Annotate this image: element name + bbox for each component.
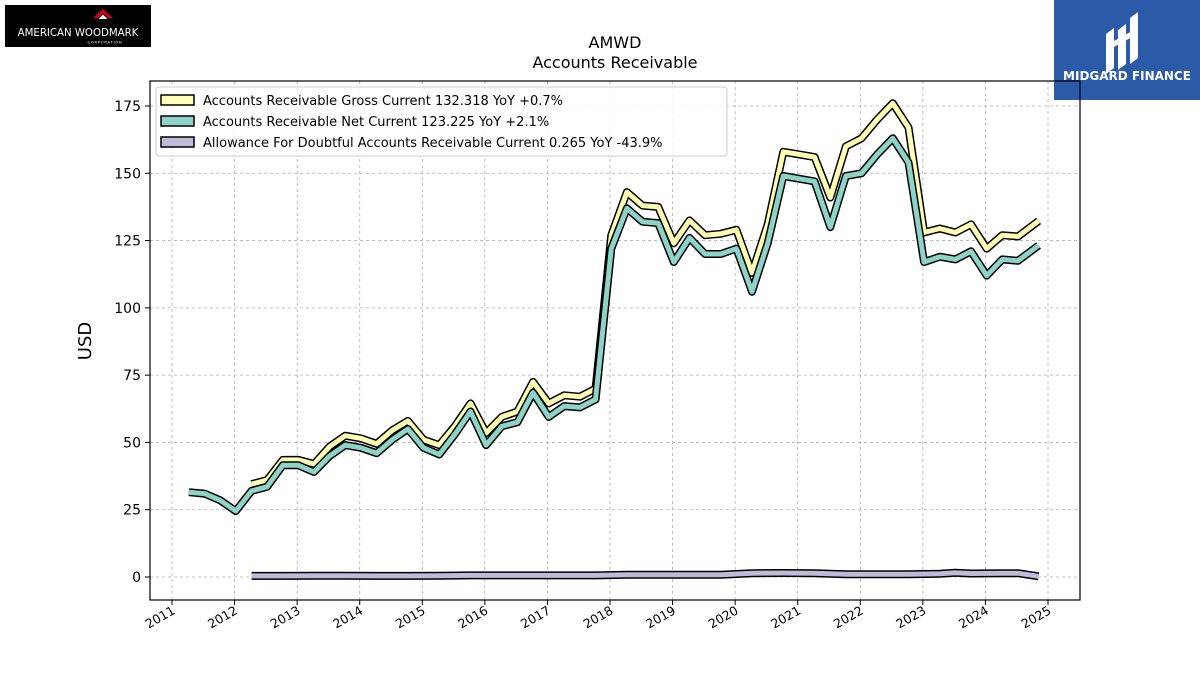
legend-swatch-2 — [160, 115, 195, 127]
legend-swatch-1 — [160, 94, 195, 106]
x-tick-label: 2018 — [580, 603, 615, 632]
y-tick-label: 175 — [114, 99, 141, 115]
y-tick-label: 0 — [132, 570, 141, 586]
x-tick-label: 2019 — [643, 603, 678, 632]
x-tick-label: 2021 — [768, 603, 803, 632]
logo-roof-mark — [93, 9, 113, 18]
midgard-finance-logo-graphic: MIDGARD FINANCE — [1063, 12, 1191, 83]
x-tick-label: 2013 — [268, 603, 303, 632]
y-tick-label: 50 — [123, 435, 141, 451]
series-1-line — [250, 99, 1042, 488]
x-tick-label: 2015 — [393, 603, 428, 632]
midgard-logo-text: MIDGARD FINANCE — [1063, 69, 1191, 83]
y-tick-label: 100 — [114, 301, 141, 317]
x-tick-label: 2012 — [205, 603, 240, 632]
chart-title: AMWD — [589, 33, 642, 52]
x-tick-label: 2016 — [455, 603, 490, 632]
x-tick-label: 2023 — [893, 603, 928, 632]
series-1-fill — [250, 100, 1041, 487]
y-tick-label: 125 — [114, 234, 141, 250]
x-tick-label: 2025 — [1018, 603, 1053, 632]
x-tick-label: 2011 — [142, 603, 177, 632]
y-tick-label: 150 — [114, 166, 141, 182]
chart-subtitle: Accounts Receivable — [532, 53, 697, 72]
y-tick-label: 25 — [123, 503, 141, 519]
legend-label-1: Accounts Receivable Gross Current 132.31… — [203, 94, 563, 109]
midgard-emblem-icon — [1106, 12, 1138, 74]
x-tick-label: 2014 — [330, 603, 365, 632]
logo-company-name: AMERICAN WOODMARK — [18, 28, 139, 39]
chart-grid — [150, 81, 1080, 600]
series-3-line — [251, 568, 1040, 581]
logo-company-subtext: CORPORATION — [88, 41, 123, 45]
series-2-line — [188, 134, 1041, 516]
american-woodmark-logo: AMERICAN WOODMARK CORPORATION — [5, 5, 151, 47]
chart-legend: Accounts Receivable Gross Current 132.31… — [155, 86, 728, 157]
american-woodmark-logo-graphic: AMERICAN WOODMARK CORPORATION — [18, 9, 139, 45]
y-axis-label: USD — [75, 322, 96, 360]
logo-roof-inner — [98, 14, 108, 19]
series-1-outline — [250, 99, 1042, 488]
legend-box — [155, 86, 728, 157]
chart-series-layer — [188, 99, 1042, 581]
series-2-fill — [188, 135, 1041, 514]
series-3-fill — [251, 570, 1039, 579]
x-tick-label: 2024 — [956, 603, 991, 632]
x-tick-label: 2020 — [706, 603, 741, 632]
legend-swatch-3 — [160, 136, 195, 148]
x-tick-label: 2017 — [518, 603, 553, 632]
midgard-finance-logo: MIDGARD FINANCE — [1054, 0, 1200, 100]
plot-frame — [149, 80, 1081, 601]
y-tick-label: 75 — [123, 368, 141, 384]
x-tick-label: 2022 — [831, 603, 866, 632]
legend-label-3: Allowance For Doubtful Accounts Receivab… — [203, 136, 663, 151]
legend-label-2: Accounts Receivable Net Current 123.225 … — [203, 115, 549, 130]
